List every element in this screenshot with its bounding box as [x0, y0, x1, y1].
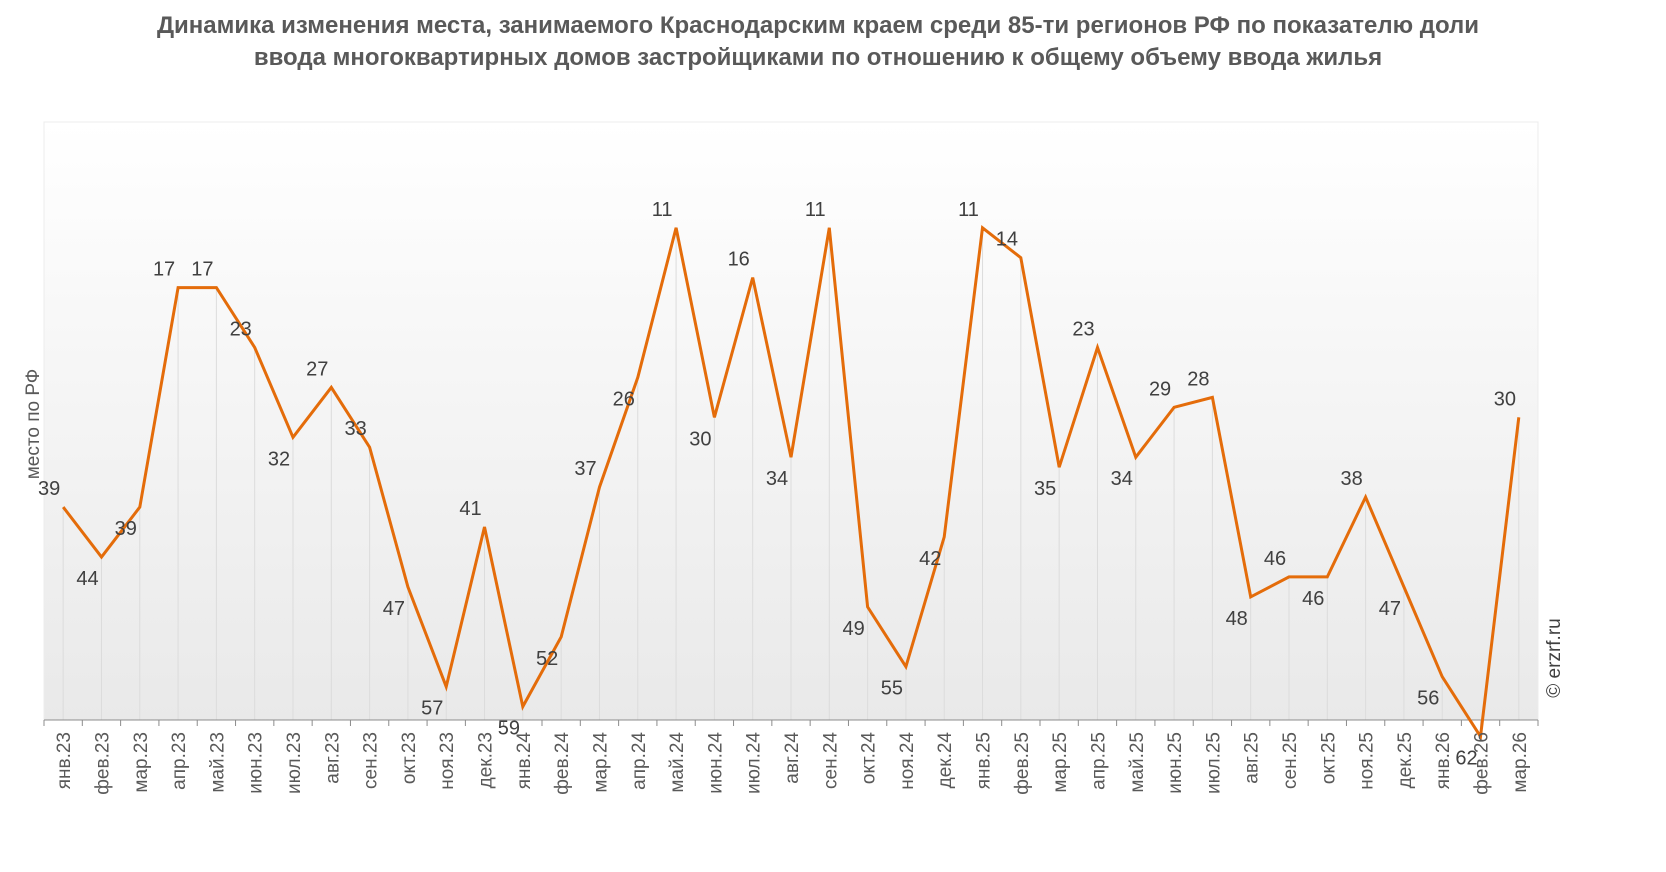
data-label: 11 — [958, 199, 979, 221]
x-tick-label: сен.24 — [820, 732, 841, 789]
x-tick-label: июн.24 — [705, 732, 726, 794]
x-tick-label: дек.24 — [935, 732, 956, 789]
chart-title: Динамика изменения места, занимаемого Кр… — [156, 12, 1480, 71]
data-label: 23 — [230, 318, 252, 340]
data-label: 41 — [459, 498, 481, 520]
data-labels: 39 44 39 17 17 23 32 27 33 47 57 41 59 52 37 26 11 30 16 34… — [38, 199, 1516, 770]
data-label: 28 — [1187, 368, 1209, 390]
x-tick-label: июл.24 — [744, 732, 765, 794]
x-tick-label: май.25 — [1127, 732, 1148, 793]
x-tick-label: окт.25 — [1318, 732, 1339, 784]
x-tick-label: апр.24 — [629, 732, 650, 790]
data-label: 11 — [652, 199, 673, 221]
x-tick-label: авг.23 — [322, 732, 343, 784]
data-label: 32 — [268, 448, 290, 470]
x-tick-label: июл.25 — [1203, 732, 1224, 794]
x-tick-label: окт.24 — [859, 732, 880, 785]
x-tick-label: янв.23 — [54, 732, 75, 789]
data-label: 26 — [613, 388, 635, 410]
data-label: 52 — [536, 648, 558, 670]
x-tick-label: янв.26 — [1433, 732, 1454, 789]
data-label: 46 — [1302, 588, 1324, 610]
x-tick-label: янв.24 — [514, 732, 535, 790]
x-tick-label: фев.26 — [1472, 732, 1493, 795]
x-tick-label: ноя.24 — [897, 732, 918, 790]
data-label: 39 — [115, 518, 137, 540]
data-label: 29 — [1149, 378, 1171, 400]
x-tick-label: янв.25 — [974, 732, 995, 789]
data-label: 33 — [344, 418, 366, 440]
data-label: 48 — [1226, 608, 1248, 630]
data-label: 17 — [191, 259, 213, 281]
x-tick-label: ноя.23 — [437, 732, 458, 790]
x-tick-label: мар.24 — [591, 732, 612, 793]
x-tick-label: июн.23 — [246, 732, 267, 794]
data-label: 14 — [996, 229, 1018, 251]
data-label: 57 — [421, 698, 443, 720]
x-tick-label: апр.25 — [1089, 732, 1110, 790]
drop-lines — [62, 227, 1520, 737]
x-tick-label: дек.25 — [1395, 732, 1416, 788]
data-label: 11 — [805, 199, 826, 221]
data-label: 62 — [1455, 748, 1477, 770]
x-tick-label: ноя.25 — [1357, 732, 1378, 790]
x-tick-label: июн.25 — [1165, 732, 1186, 794]
x-tick-label: авг.25 — [1242, 732, 1263, 784]
y-axis-label: место по РФ — [23, 369, 44, 480]
x-tick-label: окт.23 — [399, 732, 420, 784]
data-label: 37 — [574, 458, 596, 480]
data-label: 39 — [38, 478, 60, 500]
copyright-credit: © erzrf.ru — [1544, 618, 1565, 697]
data-label: 49 — [842, 618, 864, 640]
x-tick-label: июл.23 — [284, 732, 305, 794]
x-tick-label: фев.23 — [93, 732, 114, 795]
x-tick-label: фев.25 — [1012, 732, 1033, 795]
x-tick-label: май.24 — [667, 732, 688, 793]
x-tick-label: авг.24 — [782, 732, 803, 784]
data-label: 55 — [881, 678, 903, 700]
data-label: 30 — [1494, 388, 1516, 410]
x-tick-label: мар.25 — [1050, 732, 1071, 793]
x-tick-label: мар.26 — [1510, 732, 1531, 793]
data-label: 34 — [766, 468, 788, 490]
data-label: 34 — [1111, 468, 1133, 490]
data-label: 46 — [1264, 548, 1286, 570]
x-tick-label: апр.23 — [169, 732, 190, 790]
data-label: 56 — [1417, 688, 1439, 710]
x-axis-ticks — [43, 720, 1539, 726]
data-label: 16 — [728, 249, 750, 271]
data-label: 42 — [919, 548, 941, 570]
x-tick-label: мар.23 — [131, 732, 152, 793]
data-label: 38 — [1340, 468, 1362, 490]
x-tick-label: сен.23 — [361, 732, 382, 789]
x-axis-labels: янв.23 фев.23 мар.23 апр.23 май.23 июн.23 июл.… — [54, 732, 1531, 795]
data-label: 59 — [498, 718, 520, 740]
data-label: 23 — [1072, 318, 1094, 340]
x-tick-label: сен.25 — [1280, 732, 1301, 789]
data-label: 35 — [1034, 478, 1056, 500]
data-label: 17 — [153, 259, 175, 281]
data-label: 44 — [76, 568, 98, 590]
x-tick-label: май.23 — [207, 732, 228, 793]
series-line — [62, 224, 1521, 741]
data-label: 30 — [689, 428, 711, 450]
data-label: 47 — [1379, 598, 1401, 620]
x-tick-label: дек.23 — [476, 732, 497, 788]
data-label: 47 — [383, 598, 405, 620]
x-tick-label: фев.24 — [552, 732, 573, 795]
data-label: 27 — [306, 358, 328, 380]
